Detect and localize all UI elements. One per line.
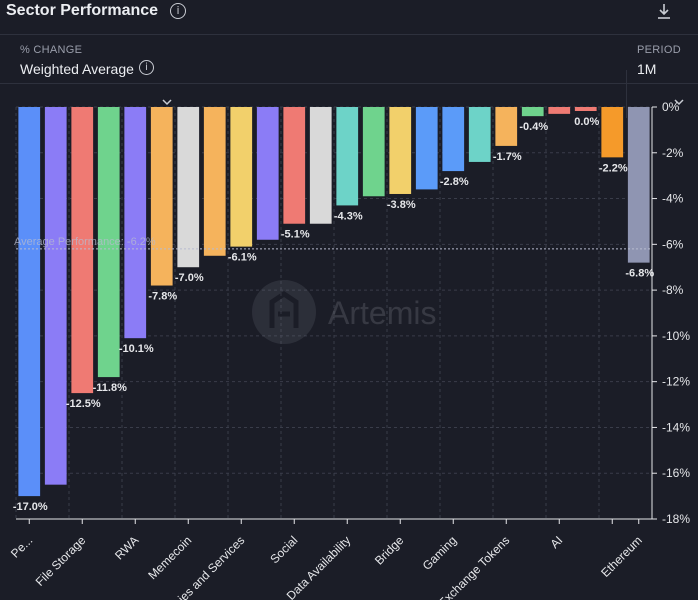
download-icon[interactable] [656, 2, 672, 20]
y-tick-label: -12% [662, 375, 690, 389]
bar[interactable] [18, 107, 41, 497]
bars: -17.0% -12.5% -11.8% -10.1% -7.8% -7.0% -6.1% -… [13, 107, 654, 513]
bar[interactable] [71, 107, 94, 394]
x-tick-label: Bridge [372, 533, 407, 568]
x-tick-label: Memecoin [145, 533, 194, 582]
y-tick-label: 0% [662, 100, 680, 114]
bar[interactable] [521, 107, 544, 117]
data-label: -5.1% [281, 229, 310, 241]
y-tick-label: -16% [662, 466, 690, 480]
data-label: -7.0% [175, 272, 204, 284]
watermark-text: Artemis [328, 295, 436, 331]
data-label: -3.8% [387, 199, 416, 211]
chart-header: Sector Performance i [0, 0, 698, 35]
x-tick-label: Gaming [420, 533, 460, 573]
data-label: 0.0% [574, 116, 599, 128]
bar[interactable] [203, 107, 226, 256]
data-label: -11.8% [93, 382, 127, 394]
info-icon[interactable]: i [139, 60, 154, 75]
x-tick-label: AI [547, 533, 565, 551]
info-icon[interactable]: i [170, 3, 186, 19]
y-tick-label: -2% [662, 146, 684, 160]
bar[interactable] [415, 107, 438, 190]
bar[interactable] [150, 107, 173, 286]
period-select[interactable]: 1M [637, 61, 657, 77]
bar[interactable] [601, 107, 624, 158]
bar[interactable] [97, 107, 120, 378]
y-tick-label: -8% [662, 283, 684, 297]
chevron-down-icon[interactable] [674, 99, 684, 106]
artemis-logo-icon [252, 280, 316, 344]
bar[interactable] [124, 107, 147, 339]
x-tick-label: Social [267, 533, 300, 566]
data-label: -6.8% [625, 268, 654, 280]
y-tick-label: -18% [662, 512, 690, 526]
data-label: -6.1% [228, 252, 257, 264]
y-tick-label: -6% [662, 237, 684, 251]
bar[interactable] [336, 107, 359, 206]
bar[interactable] [177, 107, 200, 268]
chart-controls: % CHANGE Weighted Average PERIOD 1M [0, 35, 698, 118]
data-label: -12.5% [66, 398, 101, 410]
bar[interactable] [548, 107, 571, 114]
y-axis: 0% -2% -4% -6% -8% -10% -12% -14% -16% -18% [651, 100, 690, 526]
period-label: PERIOD [637, 44, 681, 56]
bar[interactable] [495, 107, 518, 146]
metric-select[interactable]: Weighted Average [20, 61, 134, 77]
data-label: -4.3% [334, 210, 363, 222]
data-label: -10.1% [119, 343, 154, 355]
x-tick-label: RWA [112, 533, 141, 562]
data-label: -2.2% [599, 162, 628, 174]
bar[interactable] [627, 107, 650, 263]
data-label: -17.0% [13, 501, 48, 513]
bar[interactable] [44, 107, 67, 485]
data-label: -2.8% [440, 176, 469, 188]
divider [626, 70, 627, 118]
data-label: -0.4% [519, 121, 548, 133]
average-line-label: Average Performance: -6.2% [14, 236, 156, 248]
x-tick-label: Pe... [8, 533, 35, 560]
average-line: Average Performance: -6.2% [14, 236, 652, 250]
bar[interactable] [309, 107, 332, 224]
bar[interactable] [256, 107, 279, 240]
x-tick-label: Ethereum [598, 533, 645, 580]
y-tick-label: -14% [662, 420, 690, 434]
bar[interactable] [230, 107, 253, 247]
grid [15, 106, 653, 520]
bar[interactable] [468, 107, 491, 162]
chart-title: Sector Performance [6, 2, 159, 19]
y-tick-label: -4% [662, 192, 684, 206]
x-tick-label: File Storage [33, 533, 89, 589]
chevron-down-icon[interactable] [162, 99, 172, 106]
bar[interactable] [574, 107, 597, 111]
bar[interactable] [442, 107, 465, 172]
watermark: Artemis [252, 280, 436, 344]
y-tick-label: -10% [662, 329, 690, 343]
data-label: -1.7% [493, 151, 522, 163]
metric-label: % CHANGE [20, 44, 83, 56]
bar[interactable] [389, 107, 412, 194]
data-label: -7.8% [148, 291, 177, 303]
bar[interactable] [283, 107, 306, 224]
bar[interactable] [362, 107, 385, 197]
